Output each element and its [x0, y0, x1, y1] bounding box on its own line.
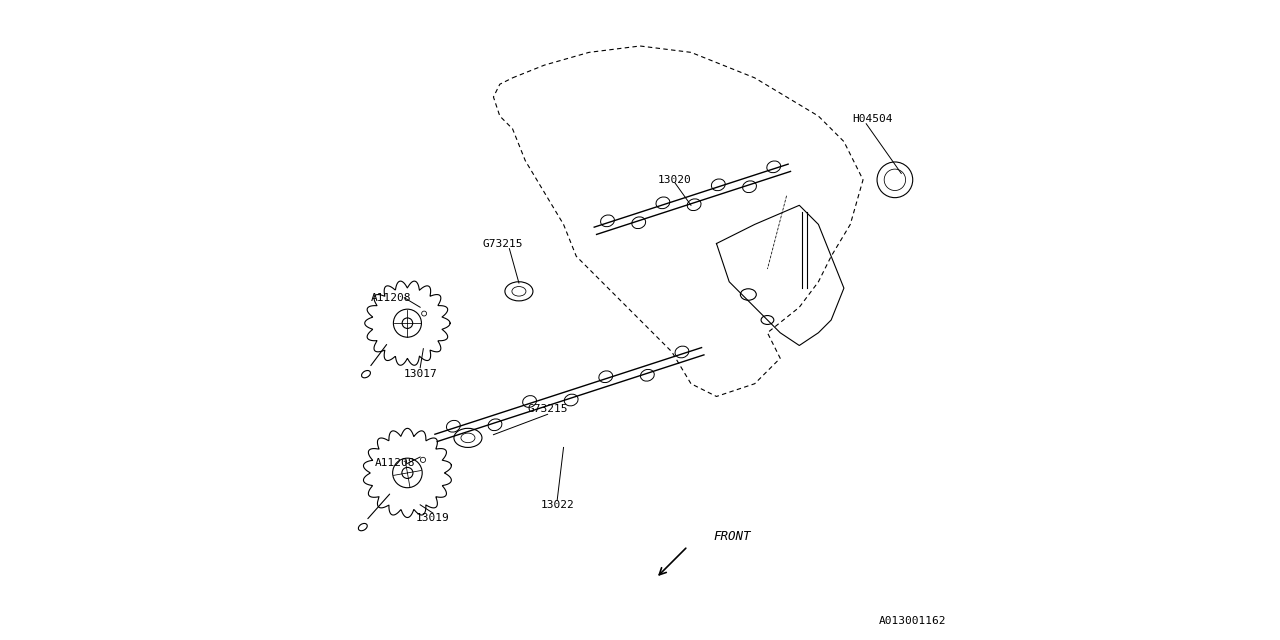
Text: FRONT: FRONT — [713, 530, 751, 543]
Text: 13019: 13019 — [416, 513, 449, 522]
Text: A11208: A11208 — [371, 292, 412, 303]
Text: A013001162: A013001162 — [878, 616, 946, 626]
Text: G73215: G73215 — [483, 239, 524, 248]
Text: A11208: A11208 — [375, 458, 415, 468]
Text: H04504: H04504 — [852, 115, 893, 124]
Text: 13020: 13020 — [658, 175, 692, 185]
Text: 13022: 13022 — [540, 500, 573, 510]
Text: 13017: 13017 — [403, 369, 436, 379]
Text: G73215: G73215 — [527, 404, 568, 414]
